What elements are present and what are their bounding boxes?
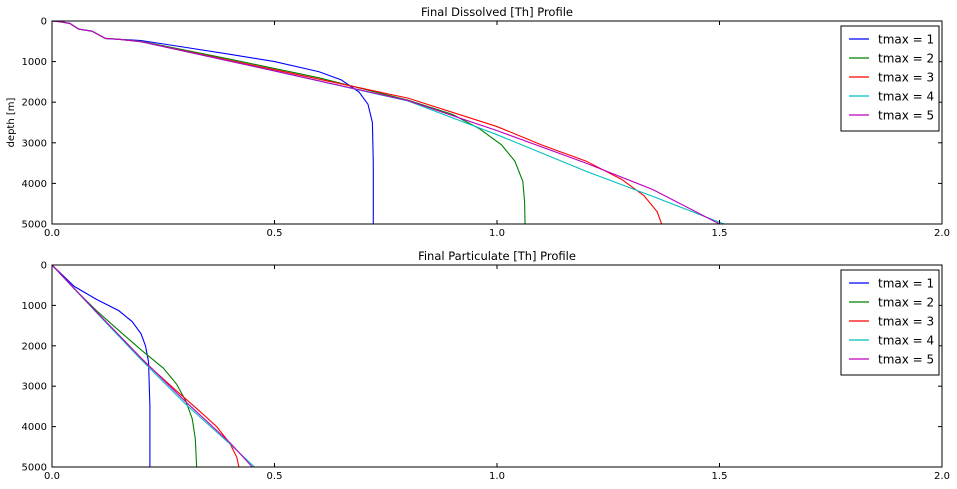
legend-label-3: tmax = 3: [878, 315, 934, 329]
chart-title: Final Particulate [Th] Profile: [418, 249, 576, 263]
x-tick-label: 2.0: [934, 471, 950, 482]
legend-label-2: tmax = 2: [878, 296, 934, 310]
legend-label-1: tmax = 1: [878, 277, 934, 291]
y-tick-label: 3000: [22, 382, 47, 393]
legend: tmax = 1 tmax = 2 tmax = 3 tmax = 4 tmax = 5: [840, 25, 940, 132]
series-line-2: [52, 265, 198, 467]
legend-label-5: tmax = 5: [878, 109, 934, 123]
x-tick-label: 0.5: [267, 471, 283, 482]
legend-label-1: tmax = 1: [878, 33, 934, 47]
legend-label-4: tmax = 4: [878, 90, 934, 104]
y-tick-label: 2000: [22, 98, 47, 109]
series-line-1: [52, 21, 374, 224]
series-line-5: [52, 265, 253, 467]
chart-panel-1: Final Dissolved [Th] Profile depth [m] 0.0…: [6, 5, 950, 239]
chart-panel-2: Final Particulate [Th] Profile 0.0 0.5 1.0 1…: [22, 249, 950, 482]
series-line-4: [52, 21, 725, 224]
legend-label-3: tmax = 3: [878, 71, 934, 85]
y-tick-label: 5000: [22, 220, 47, 231]
x-tick-label: 2.0: [934, 228, 950, 239]
y-tick-label: 5000: [22, 463, 47, 474]
y-tick-label: 2000: [22, 341, 47, 352]
x-tick-label: 0.5: [267, 228, 283, 239]
x-tick-label: 1.0: [489, 471, 505, 482]
series-line-1: [52, 265, 151, 467]
x-tick-label: 0.0: [44, 471, 60, 482]
y-tick-label: 4000: [22, 179, 47, 190]
y-axis-label: depth [m]: [6, 97, 17, 147]
series-group: [52, 21, 725, 224]
legend-box: [840, 25, 940, 132]
chart-title: Final Dissolved [Th] Profile: [421, 5, 573, 19]
plot-frame: [51, 264, 943, 468]
x-tick-label: 1.5: [712, 228, 728, 239]
series-line-5: [52, 21, 720, 224]
x-tick-label: 1.0: [489, 228, 505, 239]
legend-label-2: tmax = 2: [878, 52, 934, 66]
y-tick-label: 1000: [22, 57, 47, 68]
y-tick-label: 1000: [22, 301, 47, 312]
series-line-3: [52, 21, 663, 224]
legend-label-4: tmax = 4: [878, 334, 934, 348]
y-tick-label: 4000: [22, 422, 47, 433]
y-tick-label: 0: [41, 17, 47, 28]
x-tick-label: 1.5: [712, 471, 728, 482]
y-tick-label: 3000: [22, 138, 47, 149]
legend: tmax = 1 tmax = 2 tmax = 3 tmax = 4 tmax = 5: [840, 269, 940, 376]
y-tick-label: 0: [41, 261, 47, 272]
x-tick-label: 0.0: [44, 228, 60, 239]
legend-label-5: tmax = 5: [878, 353, 934, 367]
legend-box: [840, 269, 940, 376]
series-line-2: [52, 21, 526, 224]
series-group: [52, 265, 255, 467]
